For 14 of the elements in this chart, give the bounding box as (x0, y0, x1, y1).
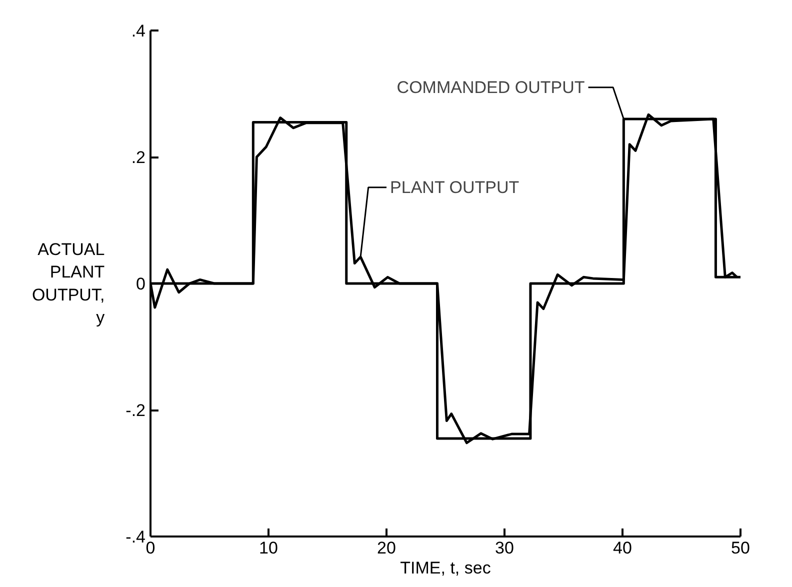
y-tick-label: -.2 (126, 401, 146, 420)
x-tick-label: 40 (613, 538, 632, 558)
annotation: PLANT OUTPUT (390, 178, 520, 197)
y-axis-title: ACTUAL PLANT OUTPUT, y (32, 240, 106, 328)
x-tick-label: 50 (731, 538, 750, 558)
x-tick-label: 10 (259, 538, 278, 558)
y-tick-label: .2 (131, 148, 146, 167)
y-tick-label: .4 (131, 22, 146, 40)
x-tick-label: 20 (377, 538, 396, 558)
x-tick-label: 30 (495, 538, 514, 558)
x-axis-title: TIME, t, sec (400, 558, 492, 578)
annotation: COMMANDED OUTPUT (396, 78, 585, 97)
y-tick-label: 0 (136, 274, 146, 294)
y-tick-label: -.4 (126, 528, 146, 546)
